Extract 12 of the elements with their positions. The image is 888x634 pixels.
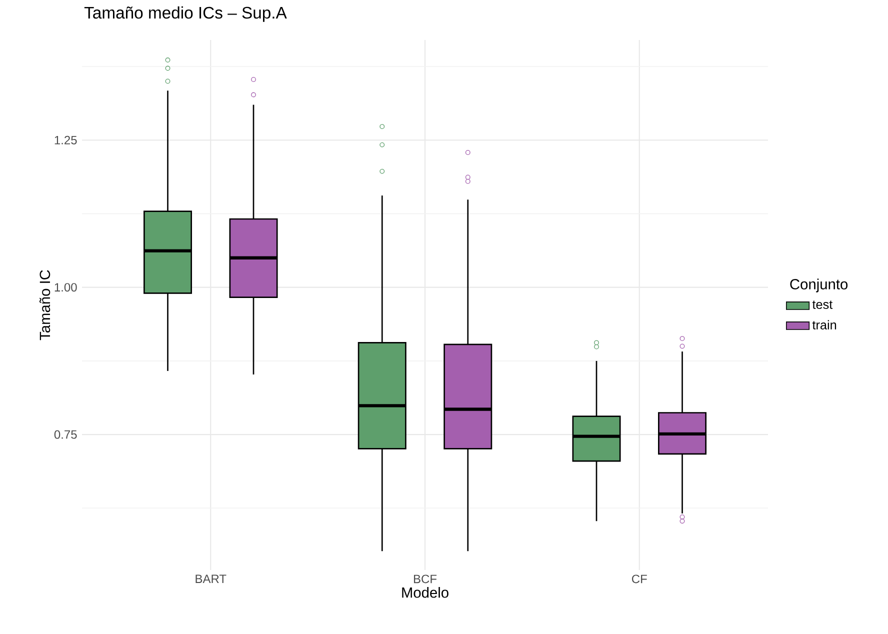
legend-label: test bbox=[812, 300, 833, 309]
x-tick-label: CF bbox=[632, 574, 647, 584]
chart-title: Tamaño medio ICs – Sup.A bbox=[84, 6, 287, 22]
x-axis-title: Modelo bbox=[402, 587, 448, 598]
y-tick-label: 1.25 bbox=[54, 136, 77, 144]
legend-label: train bbox=[812, 320, 836, 330]
x-tick-label: BART bbox=[196, 574, 226, 583]
legend-title: Conjunto bbox=[790, 278, 848, 292]
y-tick-label: 0.75 bbox=[54, 430, 77, 439]
x-tick-label: BCF bbox=[414, 574, 437, 584]
y-tick-label: 1.00 bbox=[54, 283, 77, 292]
y-axis-title: Tamaño IC bbox=[39, 270, 50, 340]
